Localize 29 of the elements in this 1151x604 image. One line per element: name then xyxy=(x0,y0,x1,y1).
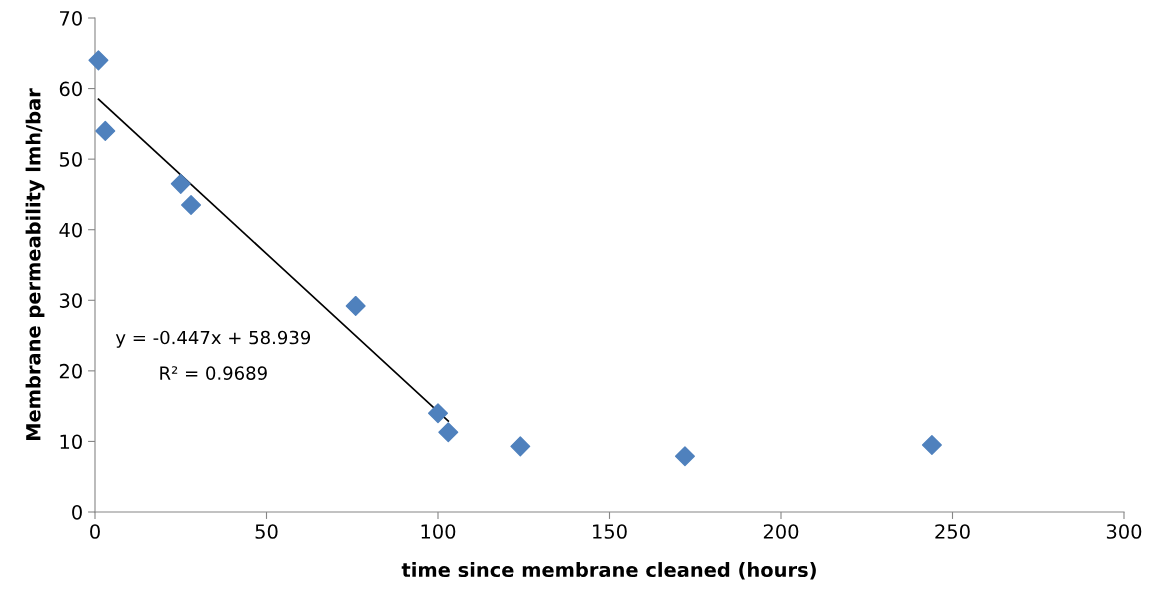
x-tick-label: 200 xyxy=(763,524,799,539)
y-tick-label: 40 xyxy=(59,222,82,238)
y-tick-label: 70 xyxy=(60,10,82,26)
annotation: y = -0.447x + 58.939 xyxy=(115,330,311,348)
y-tick-label: 20 xyxy=(59,363,82,379)
x-tick-label: 0 xyxy=(90,524,100,539)
point xyxy=(427,403,449,424)
x-tick-label: 300 xyxy=(1106,524,1142,539)
point xyxy=(510,436,531,457)
y-tick-label: 50 xyxy=(59,152,82,167)
annotation: R² = 0.9689 xyxy=(160,366,267,380)
point xyxy=(345,295,366,316)
x-tick-label: 150 xyxy=(593,524,627,539)
point xyxy=(181,195,202,216)
point xyxy=(88,50,109,71)
x-tick-label: 100 xyxy=(421,524,456,539)
point xyxy=(95,120,116,141)
point xyxy=(438,422,459,443)
x-axis-title: time since membrane cleaned (hours) xyxy=(401,562,816,580)
y-tick-label: 0 xyxy=(72,504,82,520)
x-tick-label: 50 xyxy=(255,524,278,539)
y-tick-label: 10 xyxy=(60,434,82,450)
point xyxy=(674,446,695,467)
y-tick-label: 30 xyxy=(59,293,82,308)
point xyxy=(170,173,191,194)
x-tick-label: 250 xyxy=(935,524,970,539)
y-tick-label: 60 xyxy=(59,81,82,97)
y-axis-title: Membrane permeability lmh/bar xyxy=(25,88,45,441)
point xyxy=(921,434,942,455)
